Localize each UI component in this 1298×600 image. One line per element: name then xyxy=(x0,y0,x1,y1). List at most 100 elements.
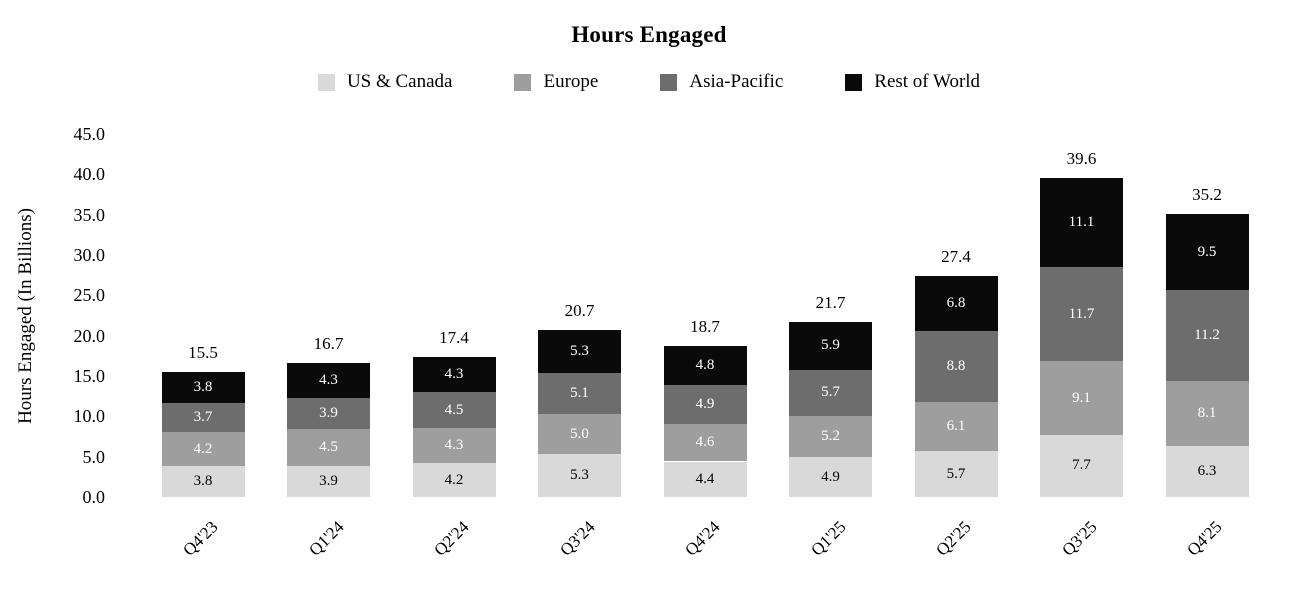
bar-segment: 5.7 xyxy=(789,369,872,416)
x-axis-label: Q4'24 xyxy=(681,517,724,560)
segment-value-label: 8.1 xyxy=(1197,404,1217,421)
x-axis-label: Q3'24 xyxy=(555,517,599,560)
bar-total-label: 20.7 xyxy=(564,301,595,321)
bar-segment: 5.3 xyxy=(538,454,621,497)
bar-segment: 3.8 xyxy=(161,466,245,497)
legend-swatch-icon xyxy=(660,73,678,91)
legend-swatch-icon xyxy=(845,73,863,91)
segment-value-label: 3.9 xyxy=(319,404,338,421)
x-axis-label: Q2'24 xyxy=(430,517,473,560)
bar-total-label: 21.7 xyxy=(815,292,846,312)
bar-segment: 3.9 xyxy=(287,465,370,497)
legend-label: Asia-Pacific xyxy=(689,71,784,92)
bar-segment: 4.2 xyxy=(161,432,245,467)
bar-segment: 8.8 xyxy=(914,330,998,402)
bar-segment: 9.1 xyxy=(1040,361,1123,435)
segment-value-label: 11.7 xyxy=(1068,305,1095,322)
legend-item: Asia-Pacific xyxy=(660,71,783,93)
bar-total-label: 17.4 xyxy=(439,328,469,348)
segment-value-label: 3.7 xyxy=(193,409,213,426)
segment-value-label: 5.3 xyxy=(570,342,589,359)
segment-value-label: 4.3 xyxy=(444,437,464,454)
segment-value-label: 4.2 xyxy=(444,471,464,488)
legend-swatch-icon xyxy=(514,73,532,91)
segment-value-label: 5.9 xyxy=(821,337,840,354)
legend-swatch-icon xyxy=(317,73,335,91)
segment-value-label: 3.8 xyxy=(193,378,213,395)
bar-segment: 4.4 xyxy=(663,461,747,497)
legend-label: Europe xyxy=(543,71,599,92)
segment-value-label: 5.3 xyxy=(570,467,589,484)
legend-item: Rest of World xyxy=(845,71,980,93)
y-tick-label: 35.0 xyxy=(73,204,106,225)
chart-title: Hours Engaged xyxy=(571,22,727,47)
bar-segment: 5.2 xyxy=(789,415,872,458)
y-tick-label: 30.0 xyxy=(73,245,106,265)
bar-segment: 7.7 xyxy=(1040,434,1123,497)
x-axis-label: Q4'23 xyxy=(179,517,222,560)
bar-segment: 6.8 xyxy=(914,275,998,331)
segment-value-label: 4.5 xyxy=(444,401,464,418)
bar-total-label: 16.7 xyxy=(313,334,344,354)
segment-value-label: 4.5 xyxy=(319,438,338,455)
bar-segment: 11.1 xyxy=(1040,177,1123,268)
legend-item: US & Canada xyxy=(317,71,452,93)
y-tick-label: 10.0 xyxy=(73,406,106,427)
x-axis-label: Q1'25 xyxy=(806,517,850,560)
segment-value-label: 9.5 xyxy=(1197,243,1217,260)
bar-total-label: 27.4 xyxy=(941,246,971,266)
bar-segment: 5.0 xyxy=(538,413,621,455)
segment-value-label: 6.3 xyxy=(1197,463,1217,480)
segment-value-label: 11.2 xyxy=(1194,327,1220,344)
y-tick-label: 20.0 xyxy=(73,325,106,346)
x-axis-label: Q1'24 xyxy=(304,517,348,560)
bar-total-label: 18.7 xyxy=(690,317,720,337)
segment-value-label: 5.7 xyxy=(946,465,966,482)
segment-value-label: 4.3 xyxy=(319,371,338,388)
x-axis-label: Q3'25 xyxy=(1057,517,1101,560)
segment-value-label: 3.8 xyxy=(193,473,213,490)
legend-item: Europe xyxy=(514,71,598,93)
bar-total-label: 39.6 xyxy=(1066,148,1097,168)
bar-segment: 5.3 xyxy=(538,330,621,373)
segment-value-label: 3.9 xyxy=(319,472,338,489)
bar-total-label: 35.2 xyxy=(1192,184,1222,204)
segment-value-label: 4.2 xyxy=(193,440,213,457)
segment-value-label: 5.1 xyxy=(570,384,589,401)
bar-segment: 8.1 xyxy=(1165,380,1249,447)
y-tick-label: 15.0 xyxy=(73,366,106,386)
segment-value-label: 4.9 xyxy=(821,468,840,485)
bar-segment: 4.3 xyxy=(412,428,496,464)
bar-segment: 6.3 xyxy=(1165,446,1249,497)
bar-segment: 3.8 xyxy=(161,371,245,403)
bar-segment: 4.5 xyxy=(287,429,370,466)
y-tick-label: 0.0 xyxy=(82,487,106,507)
bar-segment: 4.5 xyxy=(412,392,496,429)
segment-value-label: 4.8 xyxy=(695,357,715,373)
segment-value-label: 5.0 xyxy=(570,425,589,442)
bar-segment: 4.6 xyxy=(663,424,747,462)
bar-segment: 3.9 xyxy=(287,397,370,430)
segment-value-label: 4.4 xyxy=(695,470,715,487)
segment-value-label: 4.9 xyxy=(695,396,715,413)
segment-value-label: 4.3 xyxy=(444,366,464,383)
bar-segment: 5.1 xyxy=(538,372,621,414)
bar-total-label: 15.5 xyxy=(188,342,218,362)
segment-value-label: 9.1 xyxy=(1072,389,1091,406)
bar-segment: 4.3 xyxy=(412,357,496,393)
legend-label: Rest of World xyxy=(874,71,981,92)
y-tick-label: 5.0 xyxy=(82,446,106,467)
segment-value-label: 8.8 xyxy=(946,357,966,374)
segment-value-label: 6.1 xyxy=(946,417,966,434)
bar-segment: 5.9 xyxy=(789,321,872,370)
segment-value-label: 4.6 xyxy=(695,434,715,451)
x-axis-label: Q4'25 xyxy=(1183,517,1226,560)
bar-segment: 4.3 xyxy=(287,363,370,398)
bar-segment: 11.7 xyxy=(1040,267,1123,362)
legend: US & Canada Europe Asia-Pacific Rest of Wor… xyxy=(0,71,1298,93)
segment-value-label: 7.7 xyxy=(1072,457,1091,474)
x-axis-label: Q2'25 xyxy=(932,517,975,560)
y-tick-label: 40.0 xyxy=(73,164,106,185)
bar-segment: 6.1 xyxy=(914,401,998,452)
